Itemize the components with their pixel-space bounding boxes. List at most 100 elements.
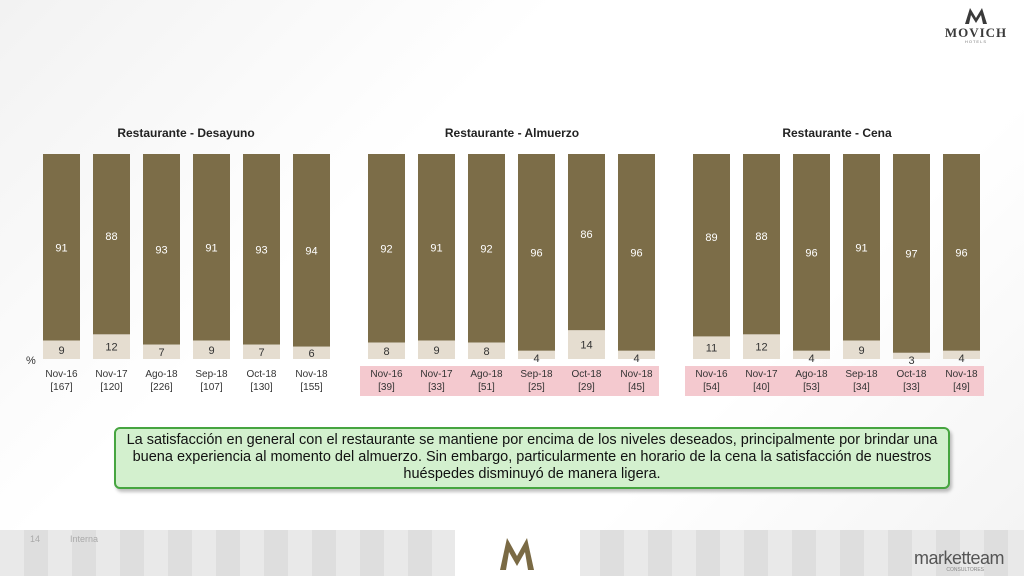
category-label: Nov-17 <box>420 369 453 380</box>
bar-bottom <box>843 340 880 359</box>
bar-bottom-label: 7 <box>158 347 164 359</box>
bar-top-label: 89 <box>705 232 717 244</box>
bar-bottom <box>943 350 980 359</box>
bar-top-label: 91 <box>430 242 442 254</box>
bar-bottom <box>418 340 455 359</box>
footer-emblem-icon <box>500 538 534 570</box>
bar-top <box>743 154 780 335</box>
bar-bottom <box>518 350 555 359</box>
category-label: Oct-18 <box>896 369 926 380</box>
bar-top <box>943 154 980 351</box>
category-label: Nov-18 <box>945 369 978 380</box>
bar-bottom-label: 4 <box>958 353 964 365</box>
bar-top <box>468 154 505 343</box>
bar-top-label: 93 <box>255 244 267 256</box>
category-label: Nov-17 <box>95 369 128 380</box>
base-label: [29] <box>578 382 595 393</box>
bar-top <box>418 154 455 341</box>
bar-bottom-label: 8 <box>383 346 389 358</box>
bar-bottom <box>43 340 80 359</box>
bar-top-label: 96 <box>805 247 817 259</box>
movich-logo: MOVICH HOTELS <box>938 6 1014 46</box>
base-label: [33] <box>428 382 445 393</box>
category-label: Nov-16 <box>45 369 78 380</box>
bar-top <box>368 154 405 343</box>
bar-top <box>843 154 880 341</box>
bar-top <box>93 154 130 335</box>
bar-bottom-label: 7 <box>258 347 264 359</box>
category-label: Oct-18 <box>246 369 276 380</box>
chart-title-cena: Restaurante - Cena <box>782 126 892 140</box>
stacked-bar-charts: %919Nov-16[167]8812Nov-17[120]937Ago-18[… <box>26 154 984 396</box>
classification-label: Interna <box>70 534 99 544</box>
base-label: [49] <box>953 382 970 393</box>
bar-bottom <box>468 342 505 359</box>
bar-top <box>893 154 930 353</box>
bar-bottom <box>743 334 780 359</box>
marketteam-brand: marketteam <box>913 548 1005 568</box>
bar-bottom <box>243 344 280 359</box>
page-number: 14 <box>30 534 41 544</box>
base-label: [33] <box>903 382 920 393</box>
bar-bottom <box>193 340 230 359</box>
base-label: [130] <box>250 382 272 393</box>
bar-top <box>618 154 655 351</box>
logo-sub: HOTELS <box>964 39 987 44</box>
bar-top-label: 88 <box>755 231 767 243</box>
category-label: Nov-16 <box>370 369 403 380</box>
bar-top <box>793 154 830 351</box>
bar-bottom-label: 11 <box>706 343 717 355</box>
base-label: [155] <box>300 382 322 393</box>
base-label: [53] <box>803 382 820 393</box>
bar-bottom-label: 9 <box>208 345 214 357</box>
base-label: [34] <box>853 382 870 393</box>
bar-bottom <box>693 336 730 359</box>
bar-bottom-label: 4 <box>533 353 539 365</box>
base-label: [107] <box>200 382 222 393</box>
bar-bottom <box>293 346 330 359</box>
bar-top-label: 96 <box>630 247 642 259</box>
bar-bottom-label: 9 <box>58 345 64 357</box>
base-label: [226] <box>150 382 172 393</box>
category-label: Sep-18 <box>845 369 878 380</box>
bar-top <box>518 154 555 351</box>
bar-bottom-label: 9 <box>433 345 439 357</box>
footer-page: 14 Interna <box>30 534 98 544</box>
bar-top-label: 91 <box>205 242 217 254</box>
base-label: [167] <box>50 382 72 393</box>
bar-bottom <box>618 350 655 359</box>
base-label: [51] <box>478 382 495 393</box>
bar-bottom-label: 14 <box>580 340 592 352</box>
bar-bottom <box>93 334 130 359</box>
bar-top <box>568 154 605 331</box>
category-label: Sep-18 <box>520 369 553 380</box>
bar-top <box>243 154 280 345</box>
category-label: Nov-18 <box>620 369 653 380</box>
bar-bottom-label: 4 <box>808 353 814 365</box>
base-label: [40] <box>753 382 770 393</box>
marketteam-brand-sub: CONSULTORES <box>946 567 984 573</box>
base-label: [54] <box>703 382 720 393</box>
bar-bottom <box>143 344 180 359</box>
base-label: [45] <box>628 382 645 393</box>
bar-top-label: 86 <box>580 229 592 241</box>
bar-bottom-label: 12 <box>755 342 767 354</box>
category-label: Oct-18 <box>571 369 601 380</box>
bar-bottom <box>793 350 830 359</box>
category-label: Ago-18 <box>145 369 178 380</box>
bar-top <box>293 154 330 347</box>
chart-title-desayuno: Restaurante - Desayuno <box>117 126 255 140</box>
bar-top-label: 92 <box>380 243 392 255</box>
base-label: [120] <box>100 382 122 393</box>
bar-top-label: 96 <box>530 247 542 259</box>
bar-top-label: 93 <box>155 244 167 256</box>
bar-top <box>693 154 730 337</box>
base-label: [39] <box>378 382 395 393</box>
bar-bottom <box>368 342 405 359</box>
bar-top-label: 88 <box>105 231 117 243</box>
bar-top <box>43 154 80 341</box>
footer-logo-area <box>455 530 580 576</box>
bar-bottom-label: 12 <box>105 342 117 354</box>
bar-top-label: 92 <box>480 243 492 255</box>
bar-top <box>143 154 180 345</box>
